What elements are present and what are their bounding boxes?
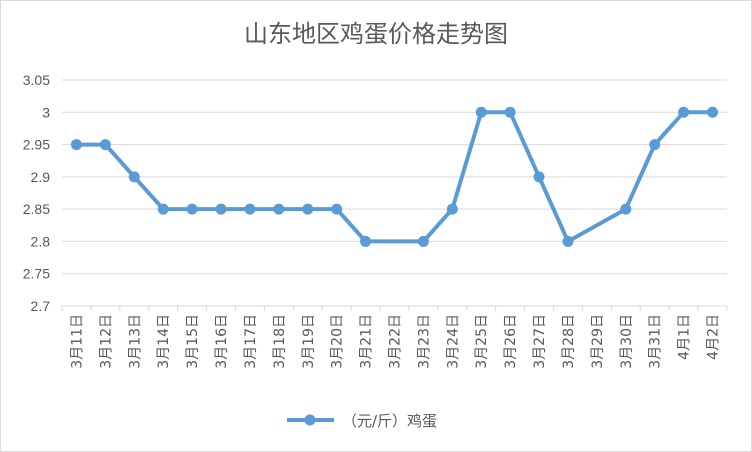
- data-point: [649, 139, 661, 151]
- x-tick-label: 3月25日: [474, 314, 490, 369]
- data-point: [360, 235, 372, 247]
- data-point: [446, 203, 458, 215]
- x-tick-label: 3月31日: [648, 314, 664, 369]
- x-tick-label: 3月15日: [185, 314, 201, 369]
- y-tick-label: 2.9: [31, 169, 51, 185]
- y-tick-label: 3.05: [23, 72, 50, 88]
- data-point: [417, 235, 429, 247]
- x-tick-label: 3月13日: [127, 314, 143, 369]
- x-tick-label: 3月17日: [243, 314, 259, 369]
- chart-title: 山东地区鸡蛋价格走势图: [244, 20, 508, 48]
- x-tick-label: 3月29日: [590, 314, 606, 369]
- x-tick-label: 3月18日: [272, 314, 288, 369]
- legend-label: （元/斤）鸡蛋: [342, 412, 437, 430]
- data-point: [302, 203, 314, 215]
- data-point: [678, 106, 690, 118]
- y-tick-label: 2.8: [31, 233, 51, 249]
- data-point: [157, 203, 169, 215]
- series-layer: [70, 106, 719, 247]
- x-axis-ticks: 3月11日 3月12日 3月13日 3月14日 3月15日 3月16日 3月17日 3月18日…: [61, 306, 728, 369]
- data-point: [186, 203, 198, 215]
- data-point: [533, 171, 545, 183]
- data-point: [504, 106, 516, 118]
- x-tick-label: 3月12日: [98, 314, 114, 369]
- y-tick-label: 2.95: [23, 137, 50, 153]
- y-tick-label: 2.75: [23, 266, 50, 282]
- x-tick-label: 3月30日: [619, 314, 635, 369]
- data-point: [707, 106, 719, 118]
- x-tick-label: 3月24日: [445, 314, 461, 369]
- data-point: [70, 139, 82, 151]
- data-point: [128, 171, 140, 183]
- data-point: [99, 139, 111, 151]
- x-tick-label: 3月28日: [561, 314, 577, 369]
- y-tick-label: 3: [42, 104, 50, 120]
- data-point: [215, 203, 227, 215]
- x-tick-label: 3月22日: [388, 314, 404, 369]
- x-tick-label: 3月21日: [359, 314, 375, 369]
- x-tick-label: 3月16日: [214, 314, 230, 369]
- data-point: [244, 203, 256, 215]
- y-axis-ticks: 2.7 2.75 2.8 2.85 2.9 2.95 3 3.05: [23, 72, 50, 314]
- gridlines: [62, 79, 727, 307]
- data-point: [273, 203, 285, 215]
- y-tick-label: 2.85: [23, 201, 50, 217]
- y-tick-label: 2.7: [31, 298, 51, 314]
- x-tick-label: 3月20日: [330, 314, 346, 369]
- x-tick-label: 3月27日: [532, 314, 548, 369]
- data-point: [562, 235, 574, 247]
- legend-marker: [304, 414, 316, 426]
- x-tick-label: 3月19日: [301, 314, 317, 369]
- x-tick-label: 4月2日: [706, 314, 722, 360]
- data-point: [475, 106, 487, 118]
- data-point: [620, 203, 632, 215]
- x-tick-label: 3月14日: [156, 314, 172, 369]
- data-point: [331, 203, 343, 215]
- x-tick-label: 3月11日: [69, 314, 85, 369]
- x-tick-label: 3月23日: [416, 314, 432, 369]
- x-tick-label: 4月1日: [677, 314, 693, 360]
- x-tick-label: 3月26日: [503, 314, 519, 369]
- legend: （元/斤）鸡蛋: [287, 412, 437, 430]
